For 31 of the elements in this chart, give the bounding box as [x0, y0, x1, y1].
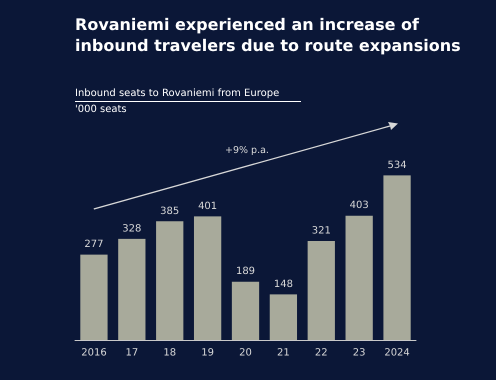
data-label: 277 — [84, 239, 104, 250]
data-label: 401 — [198, 200, 218, 212]
x-tick-label: 22 — [314, 348, 328, 358]
text: +9% p.a. — [225, 145, 269, 156]
text: '000 seats — [75, 104, 127, 115]
data-label: 321 — [312, 226, 331, 237]
bar — [118, 238, 146, 340]
data-label: 385 — [160, 206, 180, 217]
bar — [156, 221, 184, 340]
bar — [308, 241, 335, 340]
chart-subtitle: Inbound seats to Rovaniemi from Europe — [75, 88, 301, 102]
bar — [232, 282, 260, 340]
x-tick-label: 21 — [277, 348, 290, 358]
x-tick-label: 17 — [125, 348, 138, 358]
bar — [194, 216, 222, 340]
data-label: 534 — [388, 160, 407, 171]
chart-title: Rovaniemi experienced an increase of inbound travelers due to route expansions — [75, 14, 462, 56]
data-label: 403 — [350, 200, 369, 212]
x-tick-label: 18 — [163, 348, 176, 358]
data-label: 148 — [274, 278, 293, 290]
bar — [346, 216, 373, 340]
data-label: 189 — [236, 266, 256, 278]
x-tick-label: 23 — [352, 348, 366, 358]
x-tick-label: 20 — [239, 348, 252, 358]
bar — [383, 175, 411, 340]
bar — [270, 294, 298, 340]
x-tick-label: 19 — [201, 348, 214, 358]
x-tick-label: 2024 — [384, 348, 410, 358]
data-label: 328 — [122, 223, 142, 234]
bar — [80, 254, 108, 340]
x-tick-label: 2016 — [81, 348, 107, 358]
